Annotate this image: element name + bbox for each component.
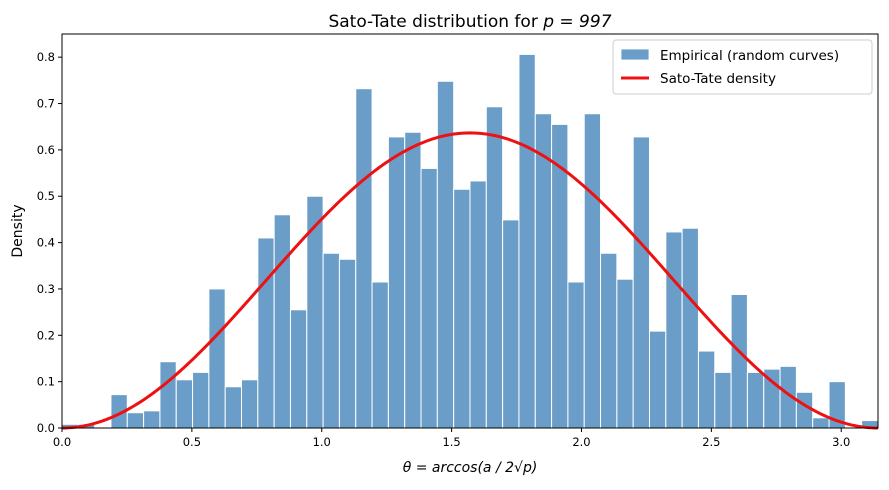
histogram-bar: [143, 410, 161, 429]
legend: Empirical (random curves) Sato-Tate dens…: [612, 39, 873, 95]
sato-tate-curve: [61, 131, 879, 430]
y-tick-label: 0.5: [37, 189, 55, 203]
legend-box: [612, 39, 873, 95]
histogram-bar: [616, 278, 634, 429]
histogram-bar: [273, 214, 291, 429]
y-tick-label: 0.0: [37, 421, 55, 435]
x-axis-ticks: 0.0 0.5 1.0 1.5 2.0 2.5 3.0: [53, 428, 850, 449]
histogram-bar: [518, 53, 536, 429]
histogram-bar: [714, 371, 732, 429]
y-tick-label: 0.1: [37, 375, 55, 389]
histogram-bar: [420, 167, 438, 429]
histogram-bar: [600, 252, 618, 429]
x-tick-label: 0.5: [183, 435, 201, 449]
histogram-bar: [322, 252, 340, 429]
x-tick-label: 2.5: [702, 435, 720, 449]
x-tick-label: 3.0: [832, 435, 850, 449]
histogram-bar: [567, 281, 585, 429]
legend-swatch-empirical: [620, 48, 650, 61]
y-axis-ticks: 0.0 0.1 0.2 0.3 0.4 0.5 0.6 0.7 0.8: [37, 50, 62, 435]
histogram-bar: [665, 231, 683, 429]
histogram-bar: [404, 131, 422, 429]
histogram-bar: [159, 361, 177, 429]
histogram-bar: [192, 371, 210, 429]
y-tick-label: 0.3: [37, 282, 55, 296]
histogram-bar: [453, 188, 471, 429]
histogram-bar: [208, 288, 226, 429]
histogram-bar: [649, 330, 667, 429]
y-tick-label: 0.2: [37, 328, 55, 342]
histogram-bar: [583, 113, 602, 429]
y-tick-label: 0.8: [37, 50, 55, 64]
legend-label-empirical: Empirical (random curves): [660, 48, 839, 64]
histogram-bar: [469, 180, 487, 429]
histogram-bar: [746, 371, 765, 429]
histogram-bar: [681, 227, 699, 429]
histogram-bar: [730, 294, 748, 429]
histogram-bar: [485, 106, 504, 429]
histogram-bar: [371, 281, 389, 429]
x-tick-label: 1.0: [313, 435, 331, 449]
y-axis-title: Density: [10, 204, 26, 257]
x-tick-label: 0.0: [53, 435, 71, 449]
histogram-bar: [126, 412, 145, 429]
x-tick-label: 2.0: [572, 435, 590, 449]
histogram-bar: [355, 88, 373, 429]
histogram-bar: [387, 136, 406, 429]
histogram-bar: [289, 309, 308, 429]
chart-title: Sato-Tate distribution for p = 997: [328, 12, 611, 32]
histogram-bar: [795, 391, 814, 429]
y-tick-label: 0.4: [37, 236, 55, 250]
histogram-bar: [812, 417, 830, 429]
histogram-bar: [697, 350, 716, 429]
y-tick-label: 0.6: [37, 143, 55, 157]
plot-frame: [61, 33, 879, 429]
x-axis-title: θ = arccos(a / 2√p): [403, 460, 538, 476]
histogram-bar: [338, 258, 357, 429]
histogram-bars: [61, 53, 879, 429]
legend-label-sato-tate: Sato-Tate density: [660, 71, 776, 87]
histogram-bar: [175, 379, 194, 429]
histogram-bar: [257, 237, 275, 429]
x-tick-label: 1.5: [442, 435, 460, 449]
histogram-bar: [224, 386, 243, 429]
histogram-bar: [241, 379, 259, 429]
histogram-bar: [502, 219, 520, 429]
y-tick-label: 0.7: [37, 97, 55, 111]
histogram-bar: [632, 136, 650, 429]
